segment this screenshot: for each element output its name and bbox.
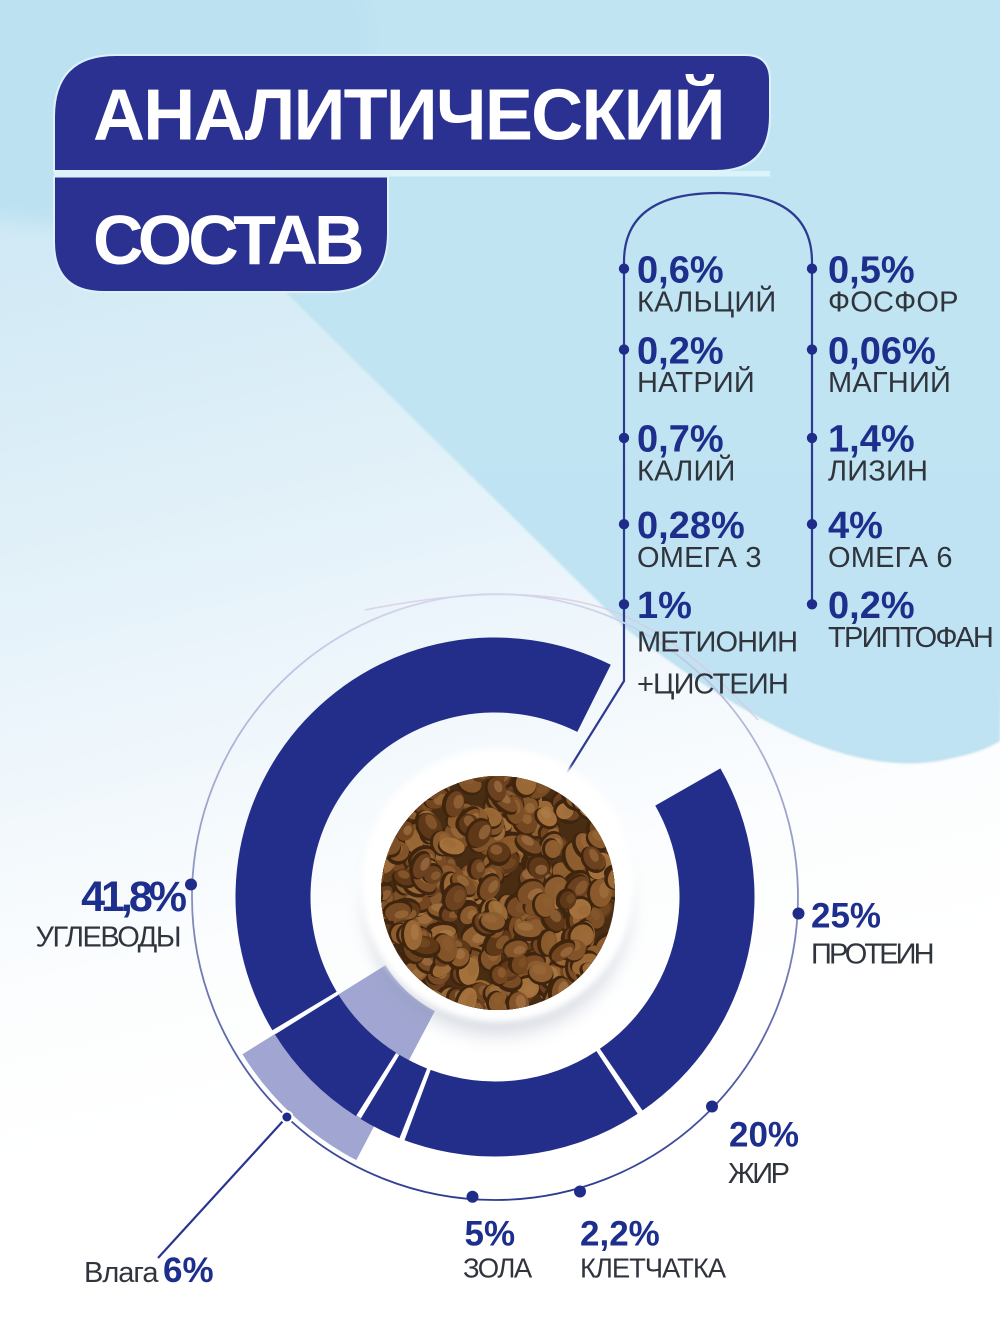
svg-text:КАЛЬЦИЙ: КАЛЬЦИЙ (637, 284, 776, 318)
svg-text:ТРИПТОФАН: ТРИПТОФАН (828, 622, 992, 654)
svg-text:ФОСФОР: ФОСФОР (828, 286, 959, 318)
svg-text:0,28%: 0,28% (637, 505, 745, 547)
svg-text:0,6%: 0,6% (637, 250, 724, 292)
svg-text:ЛИЗИН: ЛИЗИН (828, 456, 928, 488)
svg-text:6%: 6% (163, 1251, 214, 1290)
svg-text:НАТРИЙ: НАТРИЙ (637, 365, 755, 399)
svg-text:2,2%: 2,2% (580, 1215, 660, 1254)
svg-text:0,2%: 0,2% (637, 330, 724, 372)
svg-text:1%: 1% (637, 585, 692, 627)
svg-text:5%: 5% (465, 1215, 516, 1254)
svg-text:ОМЕГА 6: ОМЕГА 6 (828, 542, 953, 574)
svg-text:25%: 25% (811, 897, 881, 936)
svg-text:ПРОТЕИН: ПРОТЕИН (811, 939, 933, 971)
svg-text:+ЦИСТЕИН: +ЦИСТЕИН (637, 669, 788, 701)
svg-text:41,8%: 41,8% (81, 873, 187, 921)
svg-text:Влага: Влага (84, 1257, 159, 1289)
svg-text:КЛЕТЧАТКА: КЛЕТЧАТКА (580, 1253, 727, 1284)
svg-text:УГЛЕВОДЫ: УГЛЕВОДЫ (36, 922, 180, 954)
svg-text:0,7%: 0,7% (637, 419, 724, 461)
svg-text:0,06%: 0,06% (828, 330, 936, 372)
svg-text:СОСТАВ: СОСТАВ (93, 201, 362, 279)
svg-text:ЗОЛА: ЗОЛА (463, 1253, 533, 1284)
svg-text:1,4%: 1,4% (828, 419, 915, 461)
svg-text:МЕТИОНИН: МЕТИОНИН (637, 627, 797, 659)
svg-text:0,5%: 0,5% (828, 250, 915, 292)
svg-text:АНАЛИТИЧЕСКИЙ: АНАЛИТИЧЕСКИЙ (93, 74, 724, 156)
svg-text:ОМЕГА 3: ОМЕГА 3 (637, 542, 762, 574)
svg-text:0,2%: 0,2% (828, 585, 915, 627)
svg-text:КАЛИЙ: КАЛИЙ (637, 454, 736, 488)
svg-text:20%: 20% (729, 1116, 799, 1155)
svg-text:ЖИР: ЖИР (728, 1158, 789, 1190)
svg-text:4%: 4% (828, 505, 883, 547)
svg-text:МАГНИЙ: МАГНИЙ (828, 365, 951, 399)
